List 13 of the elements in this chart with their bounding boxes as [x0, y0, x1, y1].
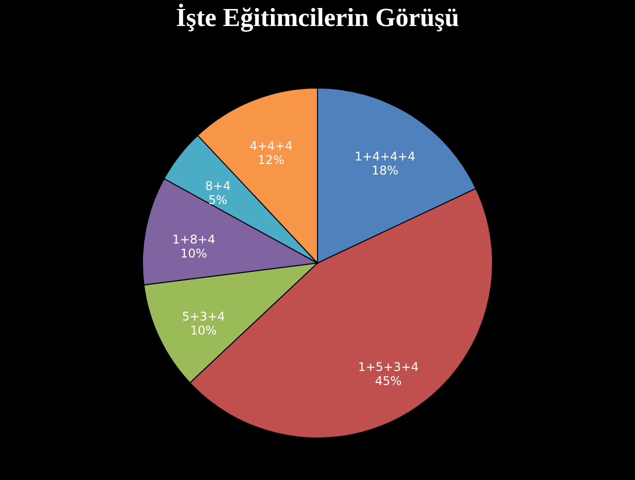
- data-label: 10%: [180, 246, 208, 260]
- slice-label: 4+4+4: [250, 138, 293, 153]
- data-label: 10%: [190, 324, 217, 338]
- data-label: 18%: [372, 164, 398, 178]
- data-label: 5%: [208, 192, 228, 207]
- slice-label: 5+3+4: [182, 310, 225, 324]
- slice-label: 1+8+4: [172, 232, 216, 246]
- slice-label: 1+5+3+4: [358, 360, 419, 374]
- chart-title: İşte Eğitimcilerin Görüşü: [176, 3, 460, 32]
- slice-label: 1+4+4+4: [354, 150, 416, 164]
- slice-label: 8+4: [205, 178, 231, 193]
- data-label: 45%: [374, 374, 402, 388]
- data-label: 12%: [258, 152, 284, 167]
